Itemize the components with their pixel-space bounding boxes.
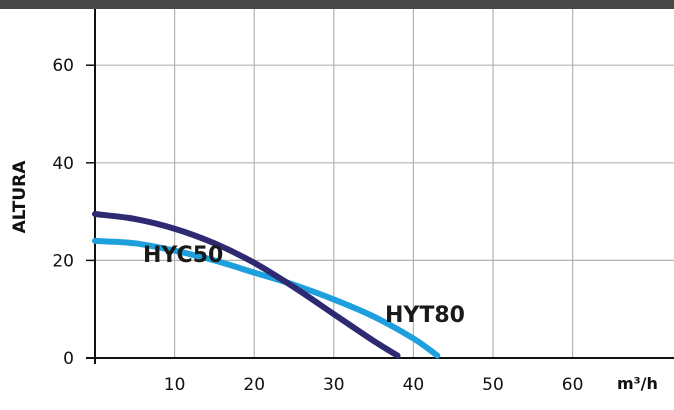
- y-tick-label: 40: [52, 154, 74, 174]
- series-label-hyt80: HYT80: [385, 303, 465, 328]
- y-tick-label: 20: [52, 251, 74, 271]
- plot-background: [0, 9, 674, 410]
- x-tick-label: 50: [482, 375, 504, 395]
- x-axis-unit: m³/h: [617, 374, 658, 393]
- x-tick-label: 40: [403, 375, 425, 395]
- y-axis-title: ALTURA: [10, 160, 30, 234]
- x-tick-label: 10: [164, 375, 186, 395]
- series-line-hyc50: [92, 211, 401, 359]
- labels: 102030405060020406080100HYC50HYT80ALTURA…: [10, 56, 658, 395]
- axes: [86, 9, 674, 364]
- y-tick-label: 0: [63, 349, 74, 369]
- x-tick-label: 20: [243, 375, 265, 395]
- x-tick-label: 60: [562, 375, 584, 395]
- series: [92, 211, 441, 359]
- series-label-hyc50: HYC50: [143, 243, 223, 268]
- x-tick-label: 30: [323, 375, 345, 395]
- y-tick-label: 60: [52, 56, 74, 76]
- series-line-hyt80: [92, 237, 441, 359]
- grid: [95, 9, 674, 358]
